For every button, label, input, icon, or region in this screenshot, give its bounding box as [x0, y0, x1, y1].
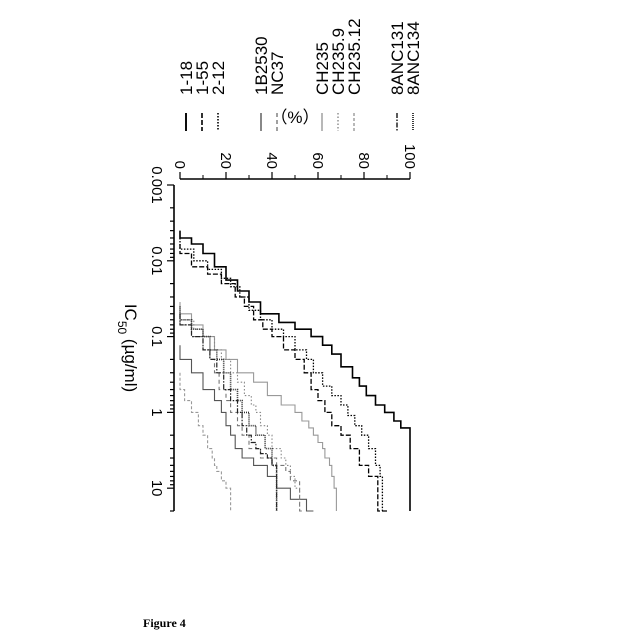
x-tick-label: 1: [148, 408, 165, 416]
x-tick-label: 10: [148, 480, 165, 497]
y-axis-title: （%）: [270, 108, 319, 127]
x-tick-label: 0.001: [148, 166, 165, 204]
y-tick-label: 60: [309, 152, 326, 169]
y-tick-label: 80: [355, 152, 372, 169]
legend-label-2-12: 2-12: [209, 61, 228, 95]
x-tick-label: 0.1: [148, 326, 165, 347]
series-lines: [180, 231, 410, 511]
x-tick-label: 0.01: [148, 246, 165, 275]
figure-caption: Figure 4: [143, 616, 186, 631]
y-ticks: 0 20 40 60 80 100: [171, 144, 418, 179]
series-line-8ANC131: [180, 314, 277, 511]
legend-label-8ANC134: 8ANC134: [404, 21, 423, 95]
y-tick-label: 100: [401, 144, 418, 169]
x-axis-title-unit: (µg/ml): [121, 334, 140, 392]
x-axis-title-main: IC: [121, 304, 140, 321]
y-tick-label: 40: [263, 152, 280, 169]
series-line-CH235.12: [180, 373, 231, 511]
x-axis-title: IC50 (µg/ml): [115, 304, 140, 392]
y-tick-label: 20: [217, 152, 234, 169]
x-ticks: 0.001 0.01 0.1 1 10: [148, 166, 174, 511]
x-axis-title-sub: 50: [115, 321, 129, 335]
rotated-plot: 0.001 0.01 0.1 1 10 0 20 40 60 80 100 IC50 (µg/ml…: [115, 108, 418, 511]
legend-label-CH235.12: CH235.12: [345, 18, 364, 95]
legend-label-NC37: NC37: [268, 52, 287, 95]
y-tick-label: 0: [171, 161, 188, 169]
